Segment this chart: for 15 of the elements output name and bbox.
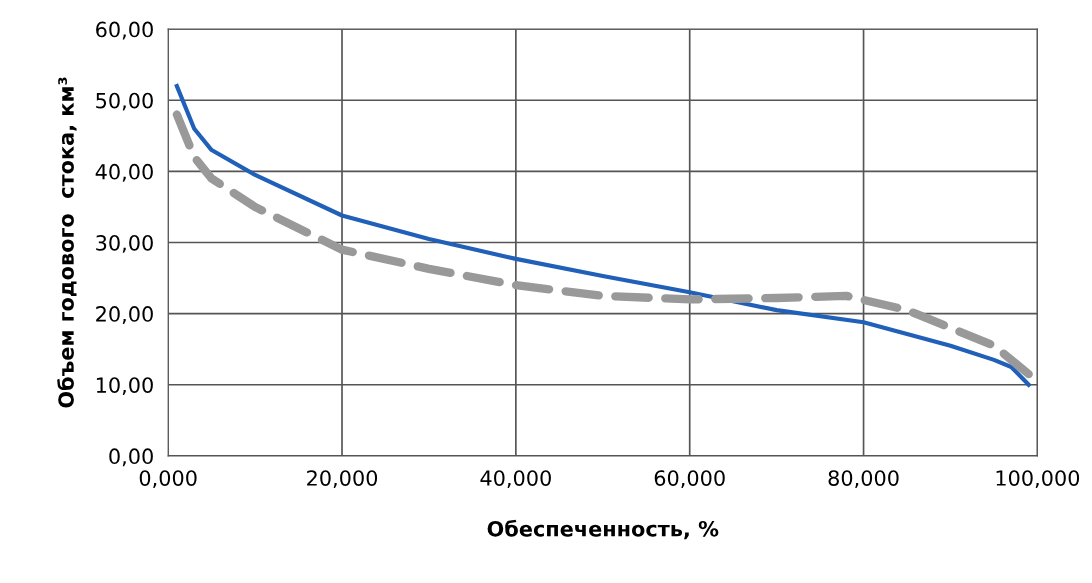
y-tick-label: 60,00 (96, 21, 153, 40)
x-tick-label: 20,000 (307, 470, 378, 489)
y-tick-label: 20,00 (96, 306, 153, 324)
y-tick-label: 0,00 (109, 448, 153, 467)
x-tick-label: 60,000 (654, 470, 725, 489)
x-tick-label: 0,000 (139, 470, 197, 489)
y-tick-label: 30,00 (96, 234, 153, 253)
x-tick-label: 80,000 (828, 470, 899, 489)
y-tick-label: 50,00 (96, 92, 153, 111)
y-axis-title: Объем годового стока, км³ (57, 77, 77, 408)
x-axis-title: Обеспеченность, % (487, 519, 719, 540)
x-tick-label: 100,000 (996, 470, 1080, 489)
x-tick-label: 40,000 (480, 470, 551, 489)
y-tick-label: 10,00 (96, 377, 153, 396)
y-tick-label: 40,00 (95, 163, 153, 182)
